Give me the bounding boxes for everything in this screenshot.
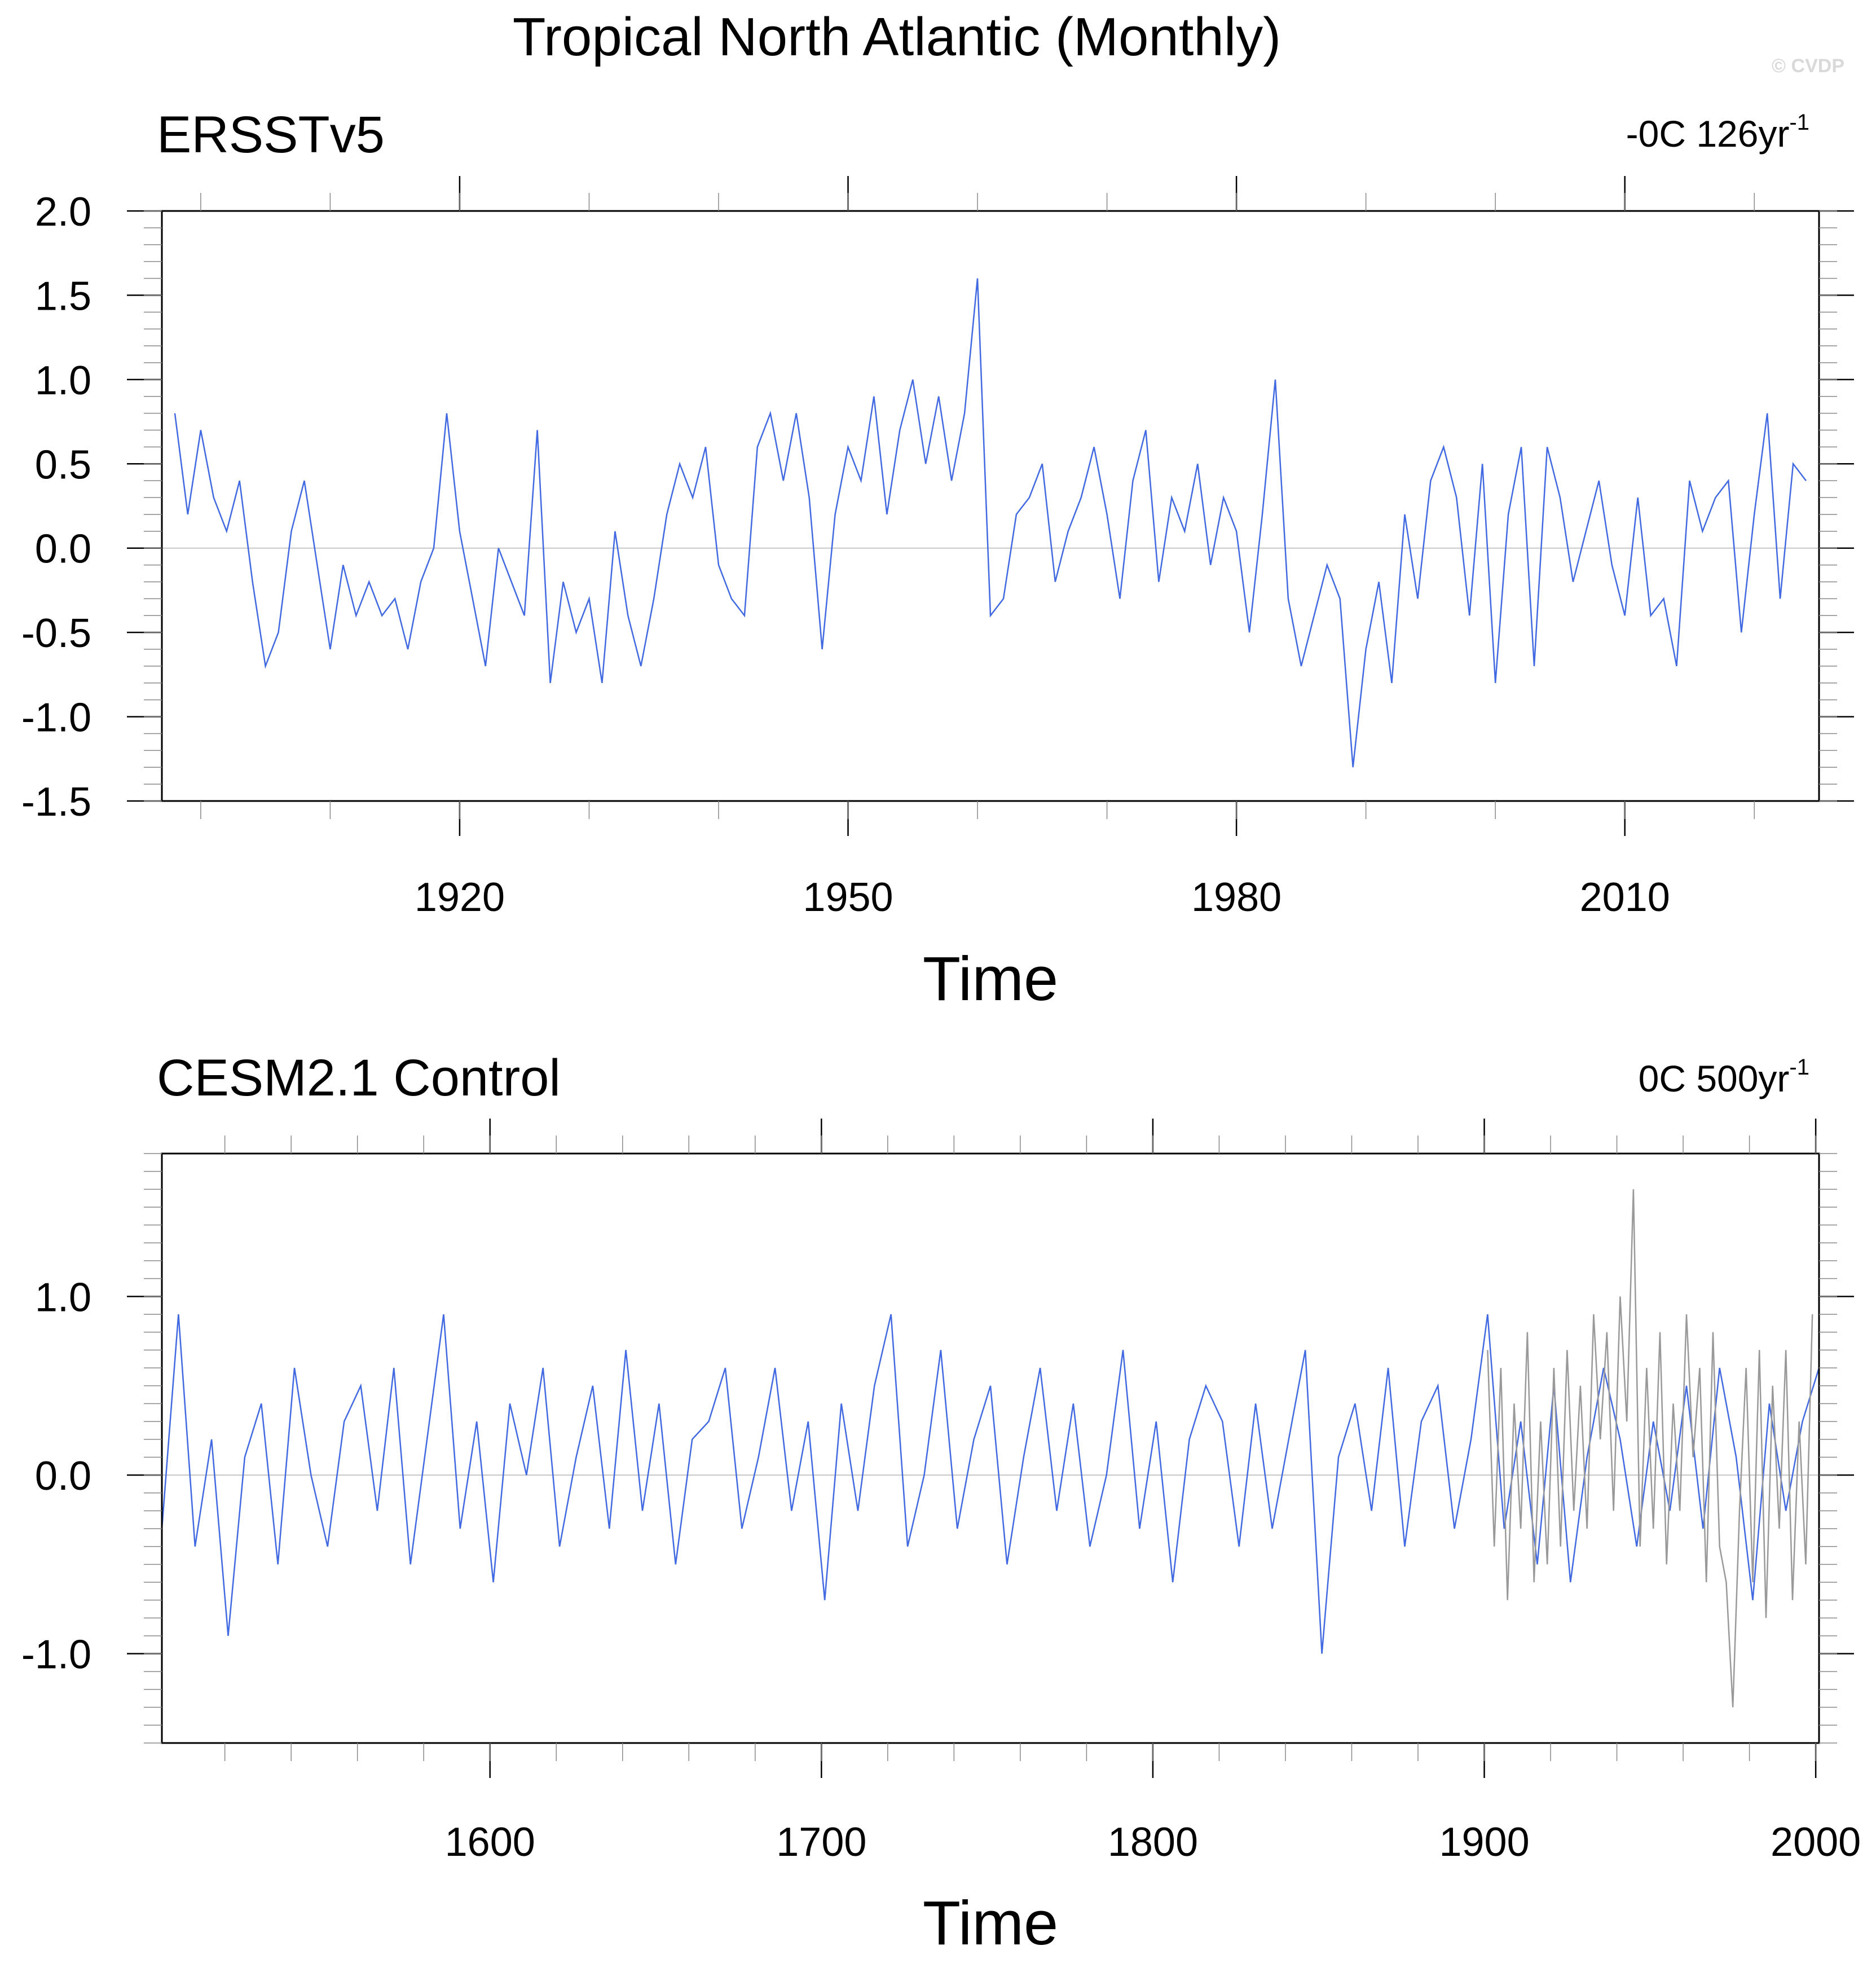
obs-x-axis-label: Time bbox=[923, 944, 1058, 1014]
obs-trend-text: -0C 126yr bbox=[1626, 113, 1790, 155]
y-tick-label: 1.0 bbox=[35, 1275, 91, 1320]
model-overlay-line bbox=[1487, 1189, 1813, 1707]
model-trend-label: 0C 500yr-1 bbox=[1639, 1055, 1809, 1099]
y-tick-label: -1.0 bbox=[21, 1632, 91, 1678]
model-trend-exponent: -1 bbox=[1789, 1055, 1809, 1080]
model-x-axis-label: Time bbox=[923, 1889, 1058, 1958]
x-tick-label: 1900 bbox=[1439, 1820, 1529, 1865]
model-series-line bbox=[161, 1314, 1820, 1654]
x-tick-label: 1600 bbox=[445, 1820, 535, 1865]
obs-panel-title: ERSSTv5 bbox=[157, 106, 385, 164]
obs-trend-exponent: -1 bbox=[1789, 110, 1809, 135]
obs-panel: ERSSTv5 -0C 126yr-1 -1.5 -1.0 -0.5 0.0 0.5 1.… bbox=[21, 106, 1854, 1014]
y-tick-label: -1.0 bbox=[21, 696, 91, 741]
obs-series-line bbox=[174, 278, 1807, 768]
x-tick-label: 1980 bbox=[1191, 875, 1282, 920]
x-tick-label: 2010 bbox=[1580, 875, 1670, 920]
model-panel: CESM2.1 Control 0C 500yr-1 -1.0 0.0 1.0 160… bbox=[21, 1049, 1861, 1958]
x-tick-label: 1700 bbox=[776, 1820, 866, 1865]
obs-axes: -1.5 -1.0 -0.5 0.0 0.5 1.0 1.5 2.0 1920 1950 1980 2… bbox=[21, 176, 1854, 920]
watermark: © CVDP bbox=[1772, 55, 1844, 77]
model-panel-title: CESM2.1 Control bbox=[157, 1049, 561, 1107]
figure-title: Tropical North Atlantic (Monthly) bbox=[513, 7, 1281, 67]
x-tick-label: 1950 bbox=[803, 875, 893, 920]
x-tick-label: 1800 bbox=[1108, 1820, 1198, 1865]
x-tick-label: 2000 bbox=[1771, 1820, 1861, 1865]
model-trend-text: 0C 500yr bbox=[1639, 1058, 1790, 1099]
obs-trend-label: -0C 126yr-1 bbox=[1626, 110, 1809, 155]
y-tick-label: 2.0 bbox=[35, 190, 91, 235]
y-tick-label: 0.0 bbox=[35, 527, 91, 572]
x-tick-label: 1920 bbox=[415, 875, 505, 920]
model-axes: -1.0 0.0 1.0 1600 1700 1800 1900 2000 bbox=[21, 1119, 1861, 1865]
y-tick-label: 0.0 bbox=[35, 1454, 91, 1499]
y-tick-label: 1.5 bbox=[35, 274, 91, 319]
obs-plot-frame bbox=[161, 210, 1820, 802]
y-tick-label: -0.5 bbox=[21, 611, 91, 656]
y-tick-label: 1.0 bbox=[35, 358, 91, 403]
y-tick-label: 0.5 bbox=[35, 442, 91, 487]
model-plot-frame bbox=[161, 1152, 1820, 1744]
y-tick-label: -1.5 bbox=[21, 780, 91, 825]
